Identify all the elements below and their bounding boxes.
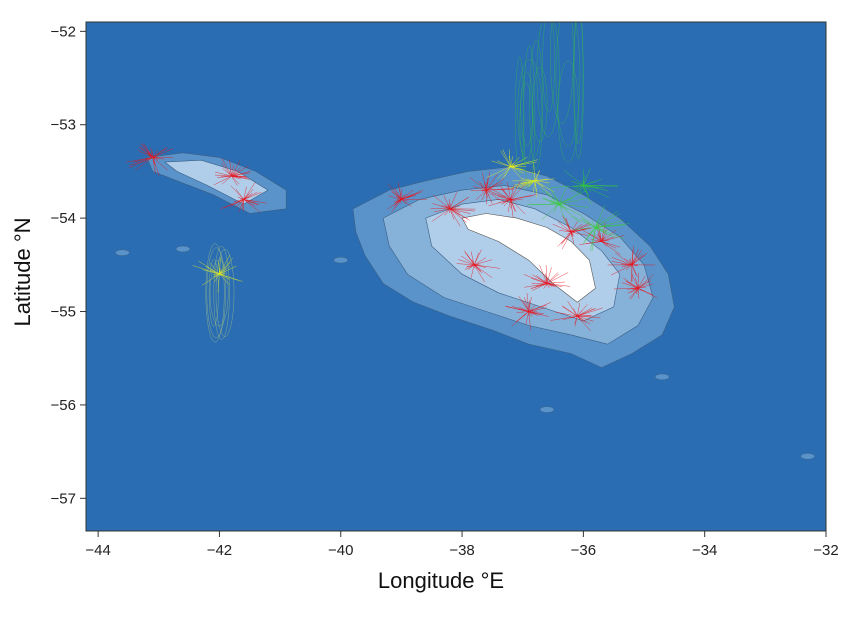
y-tick-label: −54	[51, 210, 76, 227]
y-tick-label: −52	[51, 23, 76, 40]
y-axis-title: Latitude °N	[10, 217, 35, 326]
x-tick-label: −34	[692, 542, 717, 559]
x-tick-label: −32	[813, 542, 838, 559]
track-cluster-green-1	[551, 168, 619, 205]
plot-frame	[85, 21, 827, 532]
track-cluster-red-4	[552, 215, 593, 250]
y-axis: −52 −53 −54 −55 −56 −57	[51, 23, 86, 507]
y-tick-label: −53	[51, 117, 76, 134]
track-cluster-green-2	[571, 205, 630, 252]
track-cluster-red-9	[550, 301, 603, 332]
seamount-0	[115, 249, 130, 256]
seamount-4	[654, 373, 670, 381]
map-layer	[115, 22, 816, 460]
x-tick-label: −40	[328, 542, 353, 559]
track-cluster-red-14	[125, 143, 174, 176]
track-cluster-green-0	[526, 182, 589, 224]
x-tick-label: −44	[85, 542, 110, 559]
track-cluster-yellow-0	[486, 149, 539, 180]
track-cluster-red-13	[220, 182, 267, 213]
track-cluster-red-2	[469, 171, 515, 205]
x-tick-label: −36	[571, 542, 596, 559]
track-cluster-red-1	[430, 192, 476, 227]
track-loops-green	[205, 22, 584, 343]
shelf-inner-shag-rocks	[164, 159, 269, 205]
seamount-5	[800, 453, 816, 460]
y-tick-label: −55	[51, 304, 76, 321]
x-tick-label: −38	[449, 542, 474, 559]
track-cluster-red-0	[387, 182, 428, 213]
seamount-1	[175, 245, 191, 253]
x-axis: −44 −42 −40 −38 −36 −34 −32	[85, 531, 839, 559]
x-axis-title: Longitude °E	[378, 568, 504, 593]
track-cluster-red-8	[523, 264, 571, 291]
track-cluster-red-12	[213, 158, 252, 186]
track-cluster-red-10	[505, 293, 552, 331]
track-cluster-red-3	[488, 181, 537, 218]
seamount-3	[539, 406, 555, 413]
south-georgia-island	[461, 213, 596, 303]
x-tick-label: −42	[207, 542, 232, 559]
y-tick-label: −57	[51, 490, 76, 507]
seamount-2	[333, 256, 349, 264]
track-cluster-red-6	[607, 245, 656, 283]
track-cluster-red-5	[579, 222, 625, 255]
track-cluster-red-11	[456, 249, 501, 283]
y-tick-label: −56	[51, 397, 76, 414]
track-cluster-red-7	[613, 272, 658, 300]
